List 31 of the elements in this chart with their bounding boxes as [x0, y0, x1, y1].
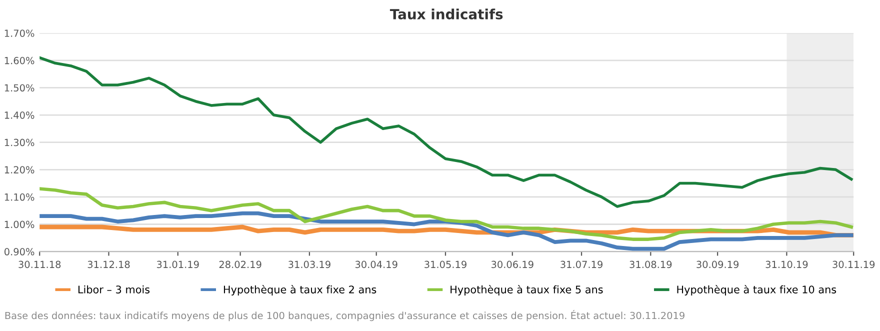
x-tick-label: 30.04.19	[355, 260, 398, 268]
chart-title: Taux indicatifs	[390, 8, 503, 20]
x-tick-label: 31.03.19	[288, 260, 330, 268]
legend-label: Hypothèque à taux fixe 10 ans	[677, 284, 836, 296]
line-series	[40, 56, 853, 208]
x-tick-label: 30.11.18	[18, 260, 61, 268]
text: Base des données: taux indicatifs moyens de plus de 100 banques, compagnies d'assurance et caisses de pension. État actuel: 30.11.2019	[5, 310, 684, 322]
y-tick-label: 0.90%	[4, 248, 34, 256]
y-tick-label: 1.70%	[4, 30, 34, 37]
y-tick-label: 1.50%	[4, 84, 34, 92]
x-tick-label: 31.10.19	[766, 260, 808, 268]
x-tick-label: 31.07.19	[560, 260, 602, 268]
y-tick-label: 1.10%	[4, 193, 34, 201]
legend-label: Hypothèque à taux fixe 5 ans	[450, 284, 603, 296]
y-tick-label: 1.30%	[4, 138, 34, 146]
y-tick-label: 1.60%	[4, 56, 34, 64]
x-tick-label: 28.02.19	[219, 260, 262, 268]
line-series	[40, 187, 854, 241]
y-tick-label: 1.40%	[4, 112, 34, 119]
x-tick-label: 30.09.19	[696, 260, 739, 268]
x-tick-label: 31.08.19	[630, 260, 672, 268]
x-tick-label: 30.06.19	[491, 260, 534, 268]
x-tick-label: 30.11.19	[832, 260, 875, 268]
y-tick-label: 1.00%	[4, 220, 34, 228]
line-series	[40, 211, 854, 251]
x-tick-label: 31.01.19	[156, 260, 199, 268]
y-tick-label: 1.20%	[4, 166, 34, 174]
legend-label: Hypothèque à taux fixe 2 ans	[224, 284, 376, 296]
legend-label: Libor – 3 mois	[78, 285, 150, 294]
x-tick-label: 31.12.18	[88, 260, 130, 268]
x-tick-label: 31.05.19	[424, 260, 466, 268]
